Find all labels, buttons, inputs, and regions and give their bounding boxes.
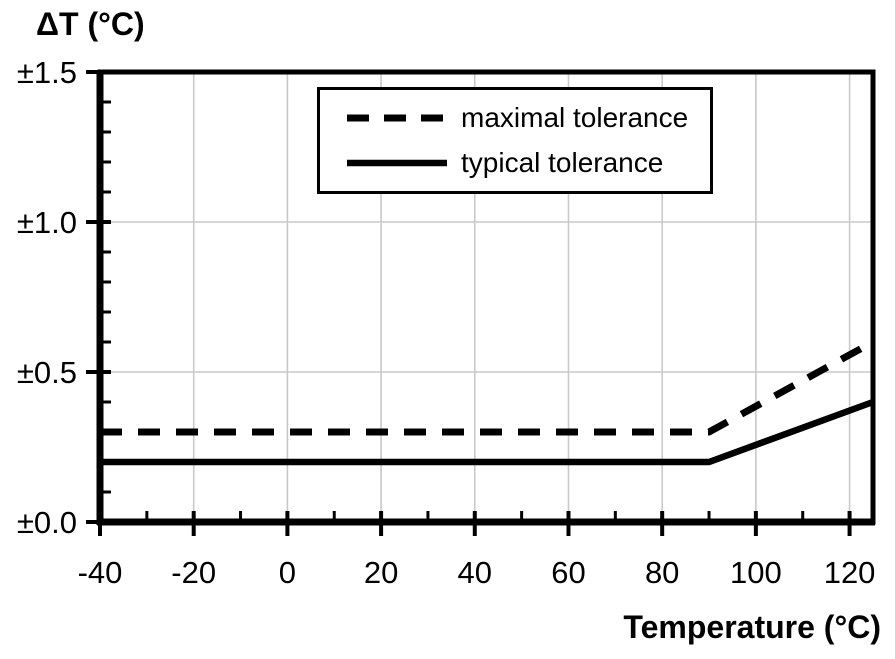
legend-label-typical: typical tolerance <box>461 146 664 178</box>
x-tick-label: -20 <box>171 555 216 590</box>
x-tick-label: 100 <box>730 555 782 590</box>
y-tick-label: ±0.5 <box>17 355 77 390</box>
y-tick-label: ±0.0 <box>17 505 77 540</box>
x-tick-label: 0 <box>279 555 296 590</box>
y-axis-title: ΔT (°C) <box>36 6 145 42</box>
x-tick-label: 120 <box>824 555 876 590</box>
legend-label-maximal: maximal tolerance <box>461 102 689 134</box>
y-tick-label: ±1.5 <box>17 55 77 90</box>
legend-entry-typical: typical tolerance <box>346 147 710 179</box>
x-tick-label: 20 <box>364 555 398 590</box>
dashed-line-swatch <box>347 114 447 122</box>
x-tick-label: -40 <box>78 555 123 590</box>
legend: maximal tolerance typical tolerance <box>317 87 713 194</box>
x-tick-label: 40 <box>458 555 492 590</box>
x-tick-label: 60 <box>551 555 585 590</box>
y-tick-label: ±1.0 <box>17 205 77 240</box>
typical-tolerance-line <box>100 398 875 466</box>
x-tick-label: 80 <box>645 555 679 590</box>
maximal-tolerance-line <box>100 338 875 436</box>
solid-line-swatch <box>347 159 447 166</box>
legend-entry-maximal: maximal tolerance <box>346 102 710 134</box>
x-axis-title: Temperature (°C) <box>623 609 881 645</box>
